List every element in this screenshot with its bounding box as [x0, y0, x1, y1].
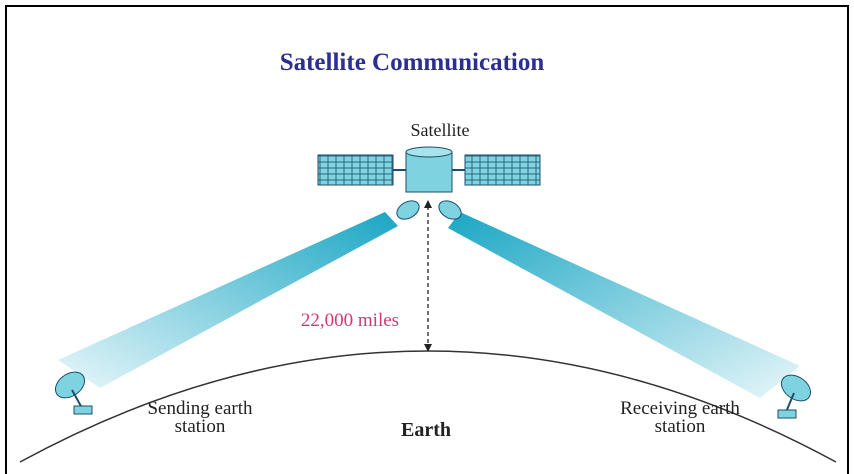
satellite-top [406, 147, 452, 157]
station-label: station [175, 416, 226, 437]
satellite-body [406, 152, 452, 192]
station-label: station [655, 416, 706, 437]
solar-panel [465, 155, 540, 185]
satellite-label: Satellite [411, 120, 470, 140]
distance-label: 22,000 miles [301, 310, 399, 331]
solar-panel [318, 155, 393, 185]
title: Satellite Communication [280, 49, 545, 76]
earth-label: Earth [401, 419, 451, 441]
page: {"title": "Satellite Communication", "sa… [0, 0, 854, 474]
diagram: Satellite Communication Satellite 22,000… [0, 0, 854, 474]
